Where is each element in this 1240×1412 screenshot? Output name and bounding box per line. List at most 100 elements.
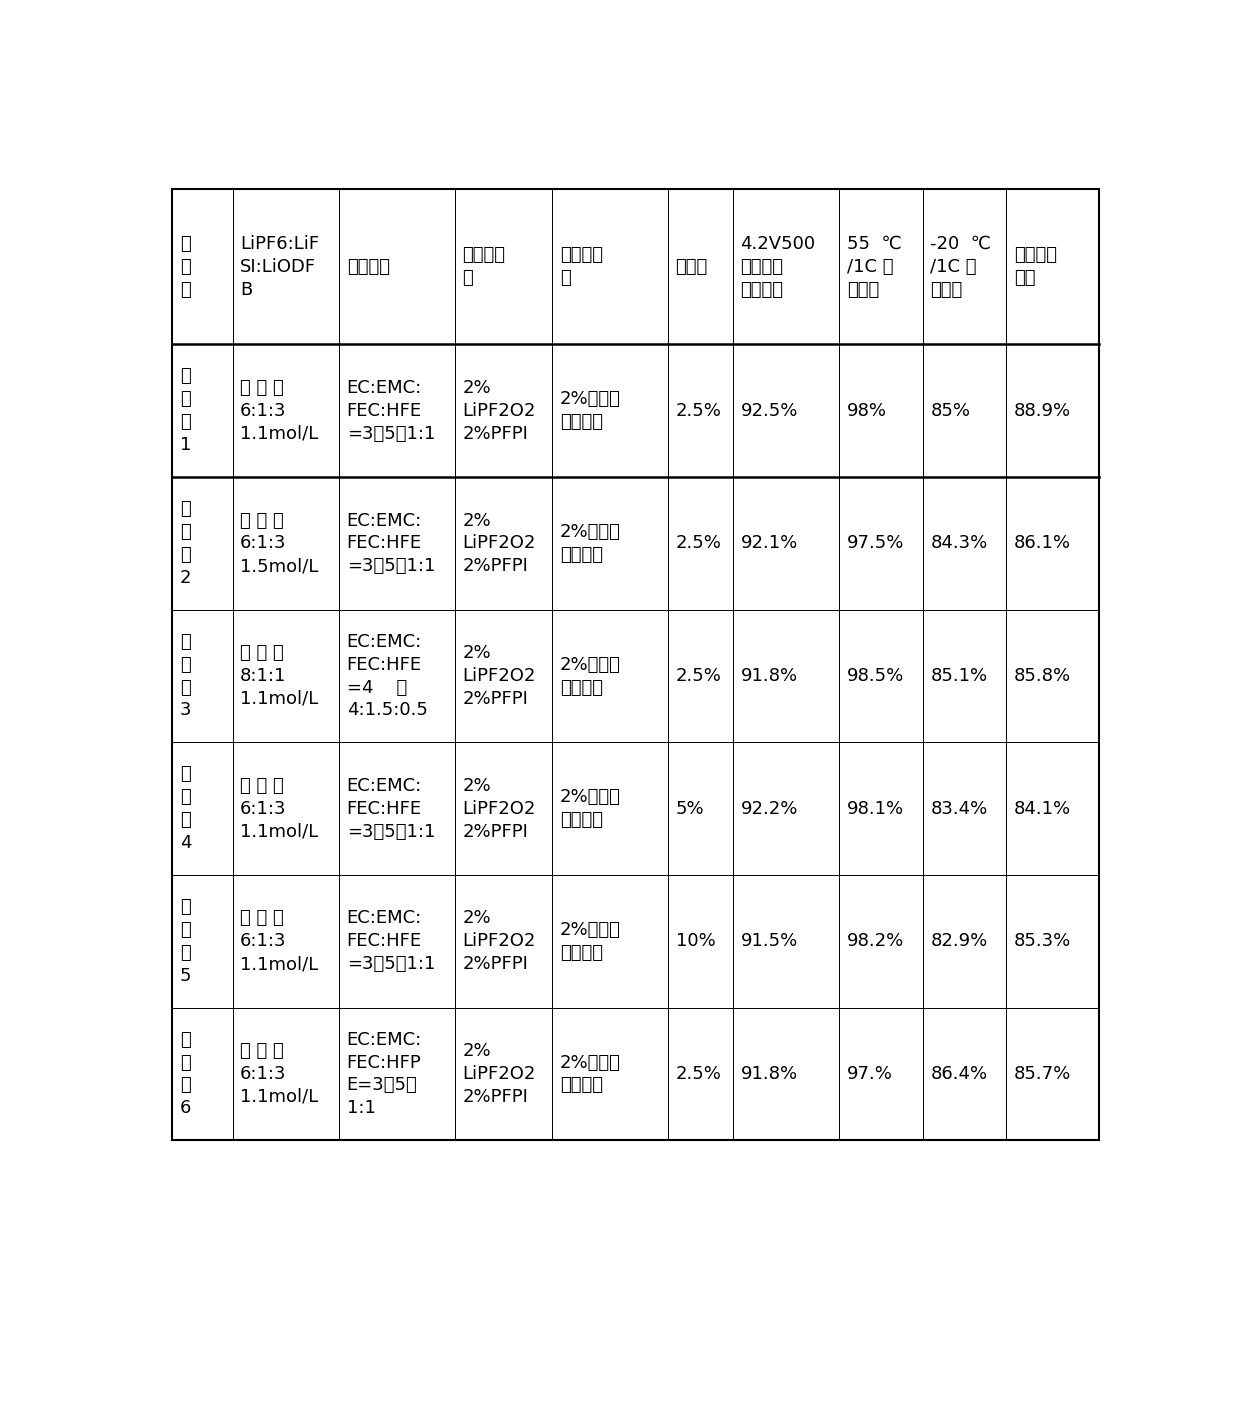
Text: EC:EMC:
FEC:HFE
=4    ：
4:1.5:0.5: EC:EMC: FEC:HFE =4 ： 4:1.5:0.5: [347, 633, 428, 720]
Bar: [233, 875, 339, 1008]
Bar: [455, 189, 552, 345]
Bar: [233, 477, 339, 610]
Bar: [172, 875, 233, 1008]
Bar: [1006, 743, 1099, 875]
Text: 实
施
例
6: 实 施 例 6: [180, 1031, 191, 1117]
Text: 85.3%: 85.3%: [1014, 932, 1071, 950]
Bar: [733, 1008, 839, 1141]
Bar: [733, 610, 839, 743]
Text: 常温首次
效率: 常温首次 效率: [1014, 246, 1056, 287]
Bar: [552, 189, 668, 345]
Text: EC:EMC:
FEC:HFE
=3：5：1:1: EC:EMC: FEC:HFE =3：5：1:1: [347, 909, 435, 973]
Bar: [733, 743, 839, 875]
Text: 86.1%: 86.1%: [1014, 535, 1071, 552]
Text: 98.1%: 98.1%: [847, 799, 904, 818]
Bar: [1006, 610, 1099, 743]
Text: 2%
LiPF2O2
2%PFPI: 2% LiPF2O2 2%PFPI: [463, 909, 536, 973]
Bar: [923, 1008, 1006, 1141]
Text: 2%
LiPF2O2
2%PFPI: 2% LiPF2O2 2%PFPI: [463, 644, 536, 707]
Text: 2%
LiPF2O2
2%PFPI: 2% LiPF2O2 2%PFPI: [463, 378, 536, 443]
Text: 5%: 5%: [676, 799, 704, 818]
Text: 实
施
例
5: 实 施 例 5: [180, 898, 191, 984]
Text: EC:EMC:
FEC:HFE
=3：5：1:1: EC:EMC: FEC:HFE =3：5：1:1: [347, 777, 435, 840]
Text: 实
施
例
4: 实 施 例 4: [180, 765, 191, 851]
Bar: [839, 477, 923, 610]
Bar: [668, 1008, 733, 1141]
Bar: [172, 743, 233, 875]
Bar: [1006, 477, 1099, 610]
Text: 86.4%: 86.4%: [930, 1065, 987, 1083]
Text: 成膜添加
剂: 成膜添加 剂: [463, 246, 506, 287]
Bar: [1006, 875, 1099, 1008]
Text: 88.9%: 88.9%: [1014, 402, 1071, 419]
Bar: [172, 345, 233, 477]
Bar: [668, 189, 733, 345]
Bar: [923, 610, 1006, 743]
Bar: [923, 875, 1006, 1008]
Bar: [839, 610, 923, 743]
Bar: [552, 477, 668, 610]
Bar: [172, 477, 233, 610]
Text: 97.%: 97.%: [847, 1065, 893, 1083]
Text: 92.5%: 92.5%: [740, 402, 797, 419]
Bar: [733, 875, 839, 1008]
Bar: [455, 610, 552, 743]
Bar: [339, 189, 455, 345]
Bar: [839, 743, 923, 875]
Text: 98.2%: 98.2%: [847, 932, 904, 950]
Bar: [1006, 1008, 1099, 1141]
Bar: [668, 477, 733, 610]
Text: 91.8%: 91.8%: [740, 1065, 797, 1083]
Bar: [339, 477, 455, 610]
Text: 91.5%: 91.5%: [740, 932, 797, 950]
Text: 85.1%: 85.1%: [930, 666, 987, 685]
Bar: [172, 1008, 233, 1141]
Bar: [733, 189, 839, 345]
Bar: [668, 610, 733, 743]
Text: 98%: 98%: [847, 402, 887, 419]
Bar: [839, 1008, 923, 1141]
Bar: [455, 875, 552, 1008]
Bar: [923, 477, 1006, 610]
Text: 2.5%: 2.5%: [676, 535, 722, 552]
Bar: [839, 875, 923, 1008]
Bar: [552, 345, 668, 477]
Bar: [552, 875, 668, 1008]
Text: 85.8%: 85.8%: [1014, 666, 1071, 685]
Bar: [233, 1008, 339, 1141]
Text: 4.2V500
次循环容
量保持率: 4.2V500 次循环容 量保持率: [740, 234, 816, 299]
Text: 2.5%: 2.5%: [676, 402, 722, 419]
Text: 实
施
例
1: 实 施 例 1: [180, 367, 191, 455]
Bar: [923, 189, 1006, 345]
Text: 2%六甲基
二硅氮烷: 2%六甲基 二硅氮烷: [559, 522, 621, 563]
Text: 2%
LiPF2O2
2%PFPI: 2% LiPF2O2 2%PFPI: [463, 777, 536, 840]
Bar: [339, 345, 455, 477]
Text: 2%六甲基
二硅氮烷: 2%六甲基 二硅氮烷: [559, 788, 621, 829]
Bar: [339, 1008, 455, 1141]
Bar: [1006, 189, 1099, 345]
Text: 摩 尔 比
6:1:3
1.1mol/L: 摩 尔 比 6:1:3 1.1mol/L: [241, 909, 319, 973]
Bar: [1006, 345, 1099, 477]
Text: 实
施
例
3: 实 施 例 3: [180, 633, 191, 720]
Bar: [668, 743, 733, 875]
Text: 84.3%: 84.3%: [930, 535, 987, 552]
Bar: [172, 189, 233, 345]
Text: 85%: 85%: [930, 402, 971, 419]
Text: EC:EMC:
FEC:HFE
=3：5：1:1: EC:EMC: FEC:HFE =3：5：1:1: [347, 511, 435, 575]
Text: 83.4%: 83.4%: [930, 799, 987, 818]
Text: 摩 尔 比
8:1:1
1.1mol/L: 摩 尔 比 8:1:1 1.1mol/L: [241, 644, 319, 707]
Text: 摩 尔 比
6:1:3
1.1mol/L: 摩 尔 比 6:1:3 1.1mol/L: [241, 1042, 319, 1106]
Text: 92.1%: 92.1%: [740, 535, 797, 552]
Text: 除气添加
剂: 除气添加 剂: [559, 246, 603, 287]
Text: 55  ℃
/1C 高
温放电: 55 ℃ /1C 高 温放电: [847, 234, 901, 299]
Bar: [172, 189, 1099, 1141]
Text: 85.7%: 85.7%: [1014, 1065, 1071, 1083]
Text: 2%六甲基
二硅氮烷: 2%六甲基 二硅氮烷: [559, 1053, 621, 1094]
Bar: [668, 875, 733, 1008]
Bar: [339, 875, 455, 1008]
Bar: [552, 610, 668, 743]
Bar: [455, 743, 552, 875]
Bar: [233, 610, 339, 743]
Text: 82.9%: 82.9%: [930, 932, 987, 950]
Text: 2%
LiPF2O2
2%PFPI: 2% LiPF2O2 2%PFPI: [463, 1042, 536, 1106]
